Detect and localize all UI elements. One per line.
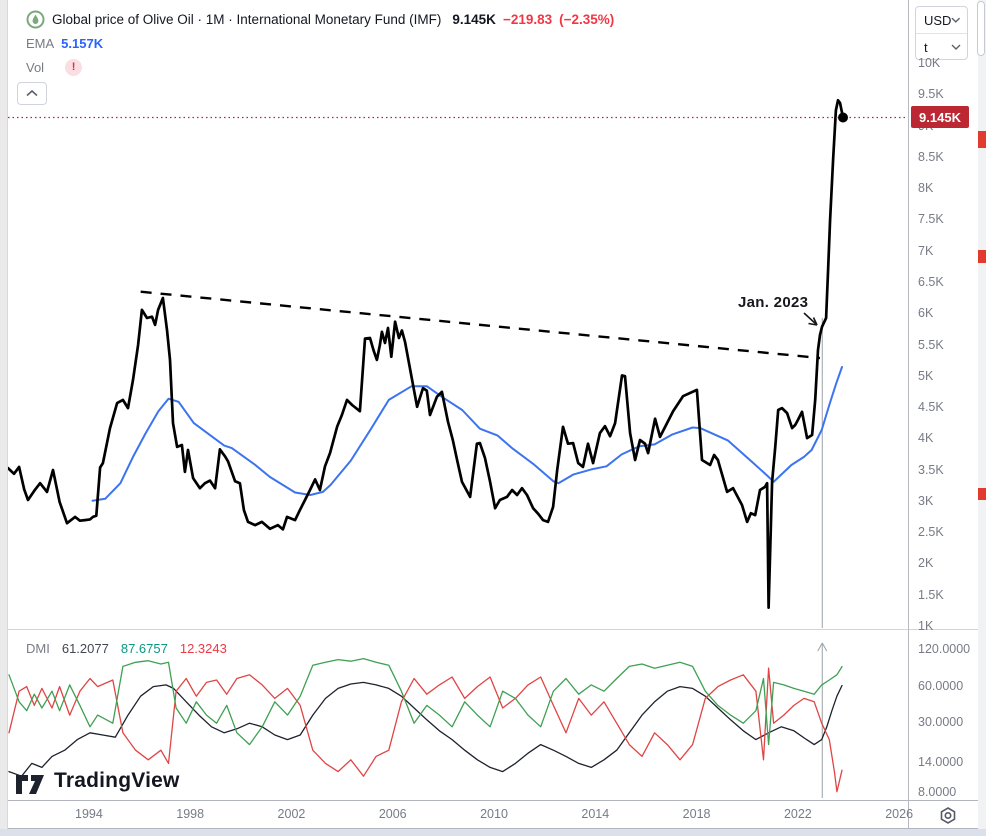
- time-axis-tick: 2022: [783, 807, 812, 821]
- scrollbar-marker: [978, 250, 986, 263]
- dmi-axis-tick: 30.0000: [918, 715, 964, 730]
- chevron-up-icon: [26, 90, 38, 97]
- ema-label: EMA: [26, 36, 55, 51]
- price-axis-tick: 4K: [918, 431, 934, 446]
- tradingview-mark-icon: [16, 775, 44, 794]
- last-price-label: 9.145K: [911, 106, 969, 128]
- window-edge-left: [0, 0, 8, 836]
- dmi-axis-tick: 120.0000: [918, 642, 971, 656]
- time-axis-tick: 2014: [581, 807, 610, 821]
- time-axis-tick: 2002: [277, 807, 306, 821]
- jan-2023-annotation[interactable]: Jan. 2023: [738, 294, 809, 311]
- dmi-axis-tick: 60.0000: [918, 678, 964, 693]
- time-axis-tick: 2006: [378, 807, 407, 821]
- price-axis-tick: 8K: [918, 181, 934, 196]
- dmi-legend-row[interactable]: DMI 61.2077 87.6757 12.3243: [26, 641, 227, 656]
- symbol-legend-row[interactable]: Global price of Olive Oil · 1M · Interna…: [26, 10, 614, 29]
- dmi-axis-tick: 14.0000: [918, 755, 964, 770]
- dmi-axis-tick: 8.0000: [918, 784, 957, 799]
- price-axis-tick: 1.5K: [918, 587, 944, 602]
- last-price-value: 9.145K: [452, 12, 496, 27]
- divider: [916, 33, 967, 34]
- price-axis-tick: 9.5K: [918, 87, 944, 102]
- dmi-plus-di-value: 87.6757: [120, 641, 168, 656]
- symbol-title: Global price of Olive Oil · 1M · Interna…: [52, 12, 442, 27]
- ema-value: 5.157K: [61, 36, 104, 51]
- volume-legend-row[interactable]: Vol !: [26, 58, 614, 76]
- time-axis-tick: 2010: [480, 807, 508, 821]
- scrollbar-marker: [978, 488, 986, 500]
- price-axis-tick: 7K: [918, 243, 934, 258]
- olive-oil-logo-icon: [26, 10, 45, 29]
- price-axis-tick: 7.5K: [918, 212, 944, 227]
- unit-value: t: [924, 39, 928, 55]
- price-change: −219.83: [502, 12, 553, 27]
- price-axis-tick: 5K: [918, 368, 934, 383]
- time-axis-tick: 1994: [75, 807, 103, 821]
- currency-value: USD: [924, 12, 952, 28]
- gear-icon: [940, 807, 956, 824]
- window-edge-bottom: [0, 829, 986, 836]
- price-axis-tick: 2K: [918, 556, 934, 571]
- collapse-legend-button[interactable]: [17, 82, 47, 105]
- currency-dropdown[interactable]: USD: [916, 7, 967, 33]
- price-axis-tick: 10K: [918, 56, 941, 70]
- time-axis-tick: 2026: [885, 807, 914, 821]
- tradingview-logo[interactable]: TradingView: [14, 766, 180, 796]
- ema-legend-row[interactable]: EMA 5.157K: [26, 36, 614, 51]
- scrollbar-thumb[interactable]: [977, 1, 985, 56]
- price-axis-tick: 5.5K: [918, 337, 944, 352]
- price-axis-tick: 2.5K: [918, 525, 944, 540]
- price-axis-tick: 6K: [918, 306, 934, 321]
- scrollbar-track[interactable]: [978, 0, 986, 829]
- scale-unit-box: USD t: [915, 6, 968, 60]
- unit-dropdown[interactable]: t: [916, 34, 967, 60]
- time-axis-tick: 1998: [176, 807, 205, 821]
- price-axis-tick: 6.5K: [918, 274, 944, 289]
- time-axis-tick: 2018: [682, 807, 711, 821]
- tradingview-logo-text: TradingView: [54, 769, 180, 792]
- timezone-settings-button[interactable]: [936, 805, 960, 832]
- chevron-down-icon: [951, 44, 961, 50]
- chevron-down-icon: [951, 17, 961, 23]
- dmi-label: DMI: [26, 641, 50, 656]
- price-axis-tick: 8.5K: [918, 149, 944, 164]
- price-axis-tick: 3K: [918, 493, 934, 508]
- volume-error-icon[interactable]: !: [65, 58, 83, 76]
- price-axis-tick: 3.5K: [918, 462, 944, 477]
- volume-label: Vol: [26, 59, 45, 75]
- price-axis-tick: 1K: [918, 619, 934, 634]
- price-axis-tick: 4.5K: [918, 400, 944, 415]
- dmi-minus-di-value: 12.3243: [179, 641, 227, 656]
- price-change-percent: (−2.35%): [559, 12, 615, 27]
- dmi-adx-value: 61.2077: [61, 641, 109, 656]
- chart-legend: Global price of Olive Oil · 1M · Interna…: [26, 10, 614, 76]
- scrollbar-marker: [978, 131, 986, 148]
